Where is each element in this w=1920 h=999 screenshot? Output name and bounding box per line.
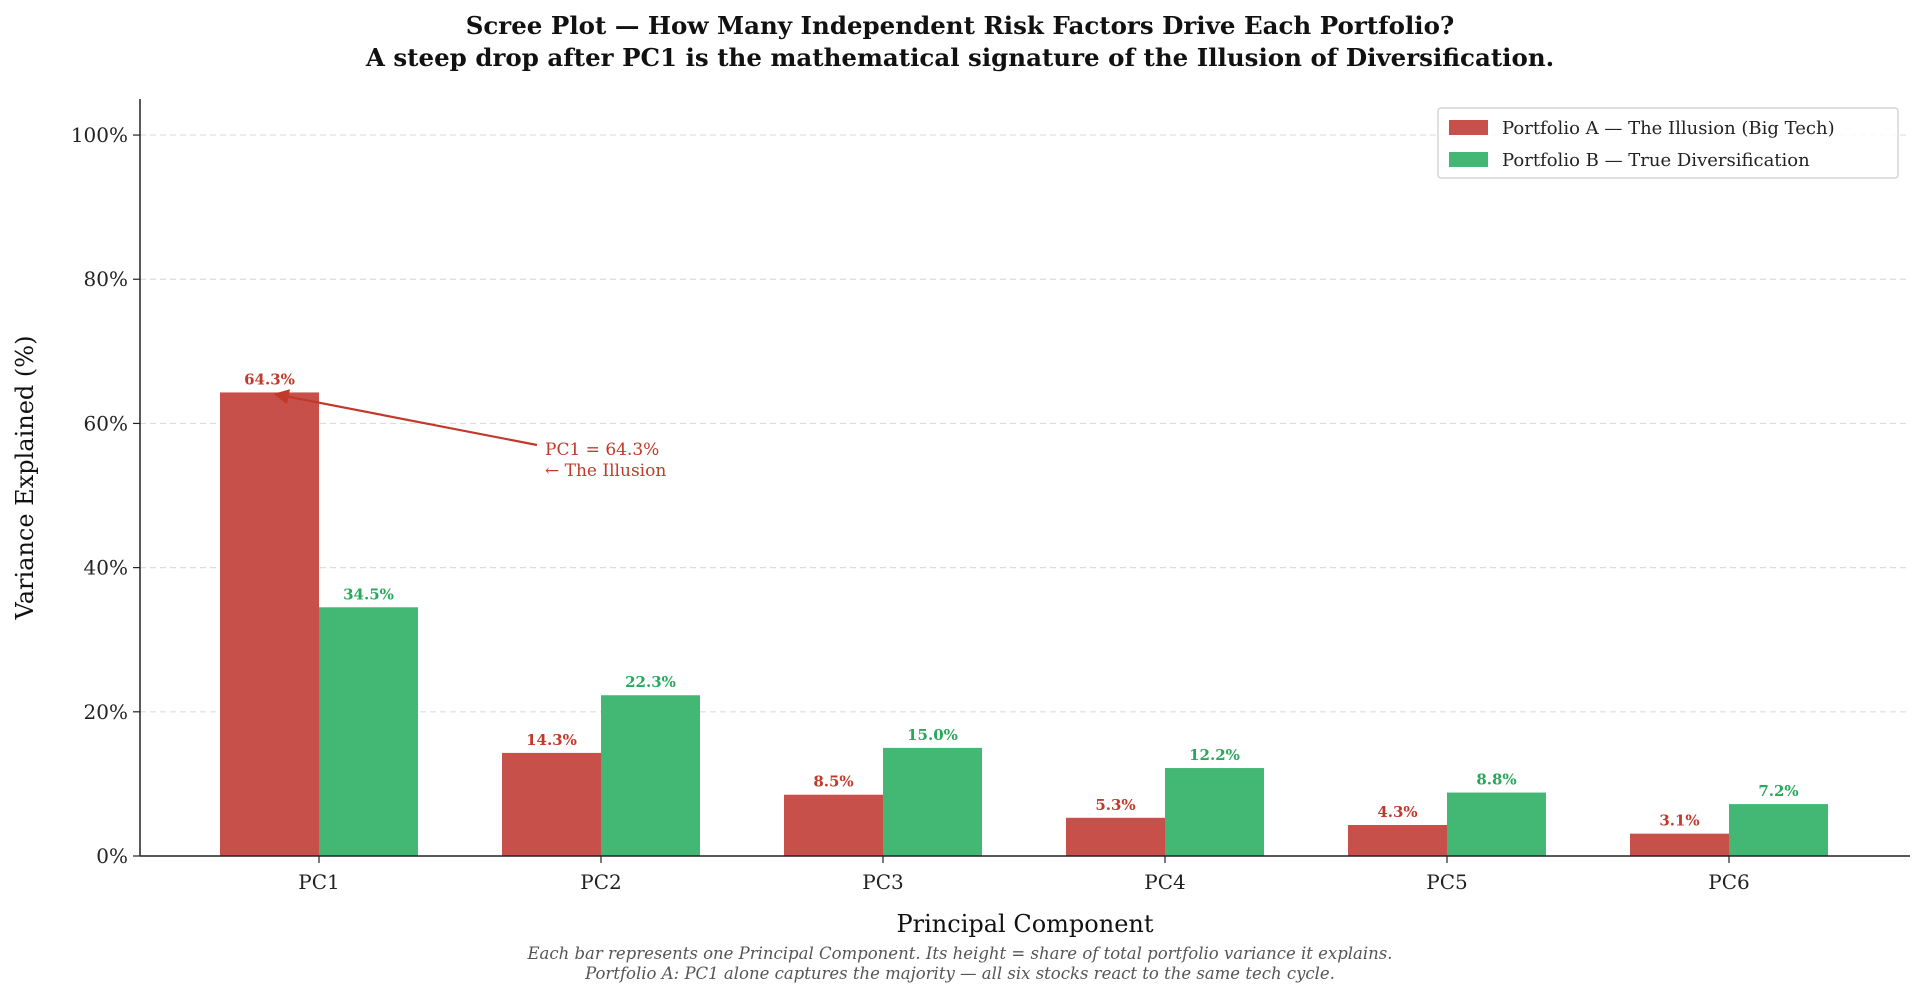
y-tick-label: 40% — [84, 556, 128, 580]
x-tick-label: PC1 — [298, 870, 339, 894]
bar-portfolio-a-pc5 — [1348, 824, 1447, 856]
caption-line-2: Portfolio A: PC1 alone captures the majo… — [585, 964, 1335, 983]
y-tick-label: 0% — [96, 844, 128, 868]
data-label: 7.2% — [1758, 782, 1798, 800]
y-tick-label: 100% — [71, 123, 128, 147]
bar-portfolio-a-pc4 — [1066, 817, 1165, 856]
data-label: 14.3% — [526, 731, 577, 749]
bar-portfolio-b-pc2 — [601, 695, 700, 856]
bar-portfolio-b-pc5 — [1447, 792, 1546, 856]
annotation-arrow — [273, 389, 538, 447]
bar-portfolio-a-pc3 — [784, 794, 883, 856]
chart-caption: Each bar represents one Principal Compon… — [0, 944, 1920, 984]
bar-portfolio-b-pc6 — [1729, 804, 1828, 856]
annotation-layer: PC1 = 64.3%← The Illusion — [273, 389, 666, 481]
bar-portfolio-b-pc4 — [1165, 768, 1264, 856]
legend-swatch-portfolio-a — [1449, 120, 1488, 135]
data-label: 22.3% — [625, 673, 676, 691]
legend-frame — [1437, 107, 1899, 179]
bar-portfolio-b-pc3 — [883, 747, 982, 856]
chart-title-block: Scree Plot — How Many Independent Risk F… — [0, 10, 1920, 74]
data-label: 5.3% — [1095, 796, 1135, 814]
y-tick-label: 20% — [84, 700, 128, 724]
legend-label-portfolio-b: Portfolio B — True Diversification — [1502, 150, 1810, 171]
data-label: 3.1% — [1659, 812, 1699, 830]
data-label: 8.8% — [1476, 771, 1516, 789]
data-label: 15.0% — [907, 726, 958, 744]
data-label: 64.3% — [244, 370, 295, 388]
data-label: 34.5% — [343, 585, 394, 603]
x-tick-label: PC6 — [1708, 870, 1749, 894]
caption-line-1: Each bar represents one Principal Compon… — [527, 944, 1393, 963]
annotation-text-line-2: ← The Illusion — [545, 461, 666, 481]
x-tick-label: PC2 — [580, 870, 621, 894]
data-label: 4.3% — [1377, 803, 1417, 821]
data-label: 12.2% — [1189, 746, 1240, 764]
axes-layer: 0% 20% 40% 60% 80% 100% PC1 PC2 PC3 PC4 PC5 PC6 Prin… — [11, 99, 1910, 938]
y-tick-label: 80% — [84, 267, 128, 291]
annotation-text-line-1: PC1 = 64.3% — [545, 440, 659, 460]
bar-portfolio-a-pc6 — [1630, 833, 1729, 856]
x-tick-label: PC4 — [1144, 870, 1185, 894]
x-tick-label: PC3 — [862, 870, 903, 894]
bars-layer — [220, 392, 1828, 856]
bar-labels-layer: 64.3% 14.3% 8.5% 5.3% 4.3% 3.1% 34.5% 22.3% 15.0… — [244, 370, 1799, 829]
legend-swatch-portfolio-b — [1449, 152, 1488, 167]
chart-subtitle: A steep drop after PC1 is the mathematic… — [365, 43, 1555, 72]
chart-title: Scree Plot — How Many Independent Risk F… — [465, 11, 1455, 40]
legend: Portfolio A — The Illusion (Big Tech) Por… — [1437, 107, 1899, 179]
bar-portfolio-a-pc2 — [502, 752, 601, 856]
data-label: 8.5% — [813, 773, 853, 791]
bar-portfolio-b-pc1 — [319, 607, 418, 856]
bar-portfolio-a-pc1 — [220, 392, 319, 856]
legend-label-portfolio-a: Portfolio A — The Illusion (Big Tech) — [1502, 118, 1835, 139]
x-axis-label: Principal Component — [897, 910, 1154, 938]
x-tick-label: PC5 — [1426, 870, 1467, 894]
y-tick-label: 60% — [84, 411, 128, 435]
y-axis-label: Variance Explained (%) — [11, 336, 39, 621]
